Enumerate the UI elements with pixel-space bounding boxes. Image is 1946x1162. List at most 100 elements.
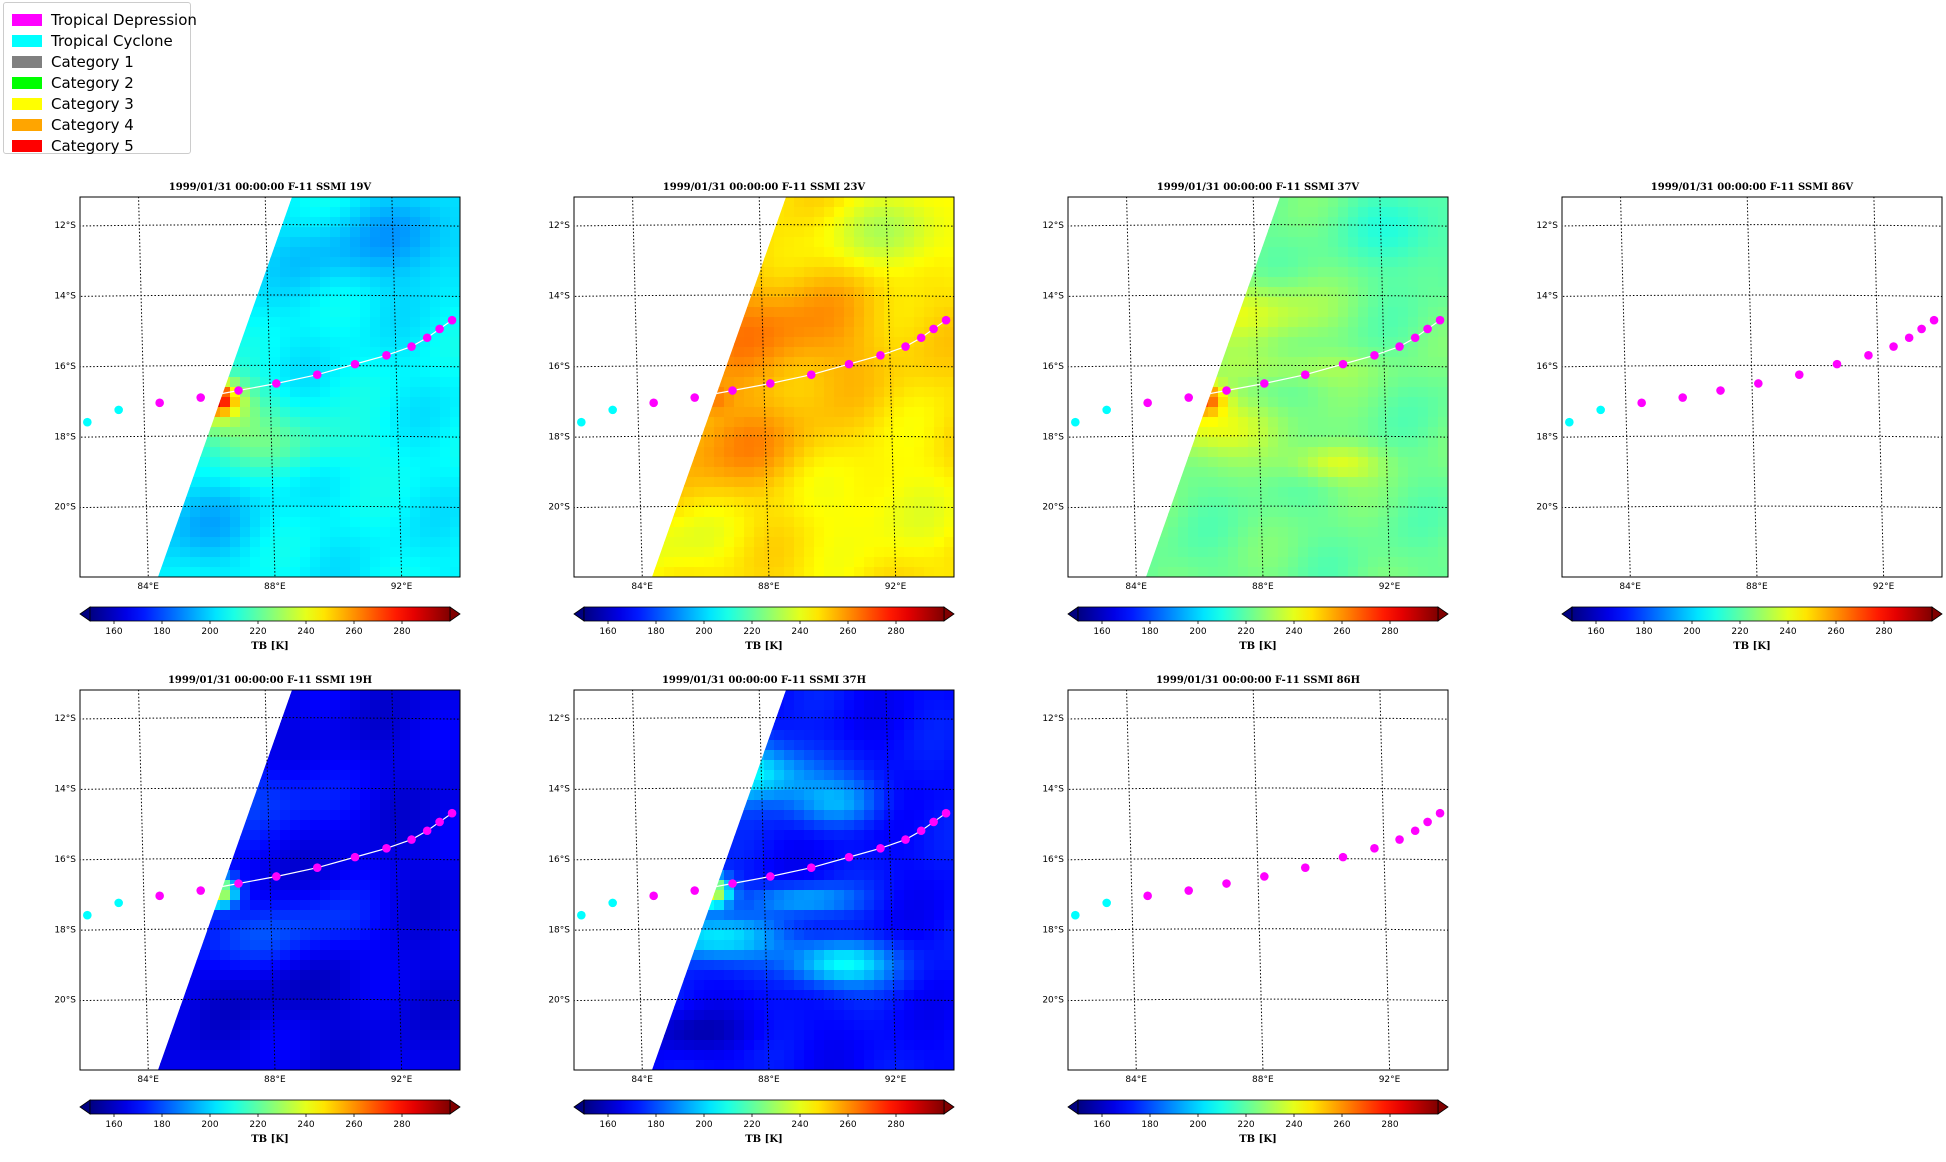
- lat-tick-label: 20°S: [54, 996, 76, 1006]
- track-point: [1143, 398, 1152, 408]
- panel-19v: 1999/01/31 00:00:00 F-11 SSMI 19V 12°S 14°…: [54, 182, 461, 652]
- track-point: [1102, 405, 1111, 415]
- track-point: [728, 386, 737, 395]
- lat-tick-label: 18°S: [1536, 432, 1558, 442]
- meridian-line: [1252, 690, 1264, 1070]
- graticule: [1068, 690, 1448, 1070]
- track-point: [690, 886, 699, 895]
- colorbar-label: TB [K]: [251, 641, 289, 652]
- colorbar-tick-label: 160: [105, 627, 122, 637]
- lat-tick-label: 12°S: [548, 221, 570, 231]
- graticule: [1068, 197, 1448, 577]
- track-point: [407, 835, 416, 844]
- colorbar-tick-label: 240: [297, 1120, 314, 1130]
- colorbar-label: TB [K]: [1239, 641, 1277, 652]
- meridian-line: [391, 197, 403, 577]
- panel-23v: 1999/01/31 00:00:00 F-11 SSMI 23V 12°S 14°…: [548, 182, 955, 652]
- colorbar-tick-label: 200: [1189, 627, 1206, 637]
- map-area: [1067, 196, 1449, 578]
- storm-track-line: [200, 319, 453, 399]
- colorbar-under-arrow: [573, 1099, 585, 1115]
- lat-tick-label: 14°S: [54, 785, 76, 795]
- colorbar-tick-label: 220: [1237, 627, 1254, 637]
- track-point: [1143, 891, 1152, 901]
- track-point: [1565, 417, 1574, 427]
- track-point: [272, 379, 281, 388]
- parallel-line: [80, 717, 460, 720]
- track-point: [234, 879, 243, 888]
- colorbar-tick-label: 280: [1381, 1120, 1398, 1130]
- legend-item: Category 4: [12, 115, 134, 135]
- track-point: [1184, 886, 1193, 895]
- track-point: [1423, 817, 1432, 827]
- track-point: [806, 863, 816, 872]
- map-frame: [1067, 196, 1449, 578]
- map-frame: [79, 689, 461, 1071]
- lon-tick-label: 88°E: [1252, 582, 1274, 592]
- colorbar-over-arrow: [1437, 606, 1449, 622]
- colorbar-tick-label: 280: [393, 627, 410, 637]
- colorbar-tick-label: 160: [1093, 1120, 1110, 1130]
- colorbar-tick-label: 240: [1285, 1120, 1302, 1130]
- map-frame: [573, 689, 955, 1071]
- colorbar-tick-label: 280: [887, 627, 904, 637]
- lat-tick-label: 12°S: [1042, 221, 1064, 231]
- lat-tick-label: 14°S: [1042, 785, 1064, 795]
- legend-swatch: [12, 14, 42, 26]
- parallel-line: [1068, 224, 1448, 227]
- track-point: [649, 398, 658, 408]
- brightness-temp-field: [158, 690, 460, 1070]
- colorbar-label: TB [K]: [745, 641, 783, 652]
- track-point: [1338, 852, 1348, 862]
- colorbar-tick-label: 180: [1141, 1120, 1158, 1130]
- legend-swatch: [12, 98, 42, 110]
- track-point: [577, 417, 586, 427]
- meridian-line: [632, 690, 643, 1070]
- track-point: [608, 405, 617, 415]
- track-point: [1917, 324, 1926, 334]
- meridian-line: [632, 197, 643, 577]
- map-area: [573, 196, 955, 578]
- track-point: [1370, 351, 1379, 360]
- meridian-line: [1379, 197, 1391, 577]
- track-point: [690, 393, 699, 402]
- track-point: [312, 370, 322, 379]
- lon-tick-label: 92°E: [391, 582, 413, 592]
- colorbar-tick-label: 180: [153, 1120, 170, 1130]
- colorbar-tick-label: 220: [743, 627, 760, 637]
- panel-title: 1999/01/31 00:00:00 F-11 SSMI 37V: [1157, 182, 1360, 193]
- lat-tick-label: 18°S: [548, 925, 570, 935]
- parallel-line: [80, 224, 460, 227]
- legend-label: Tropical Depression: [51, 11, 197, 29]
- colorbar-tick-label: 240: [791, 627, 808, 637]
- graticule: [80, 690, 460, 1070]
- colorbar-tick-label: 220: [1731, 627, 1748, 637]
- brightness-temp-field: [652, 690, 954, 1070]
- track-point: [1102, 898, 1111, 908]
- colorbar-tick-label: 200: [695, 627, 712, 637]
- track-point: [1222, 879, 1231, 888]
- colorbar-tick-label: 160: [599, 1120, 616, 1130]
- graticule: [574, 197, 954, 577]
- track-point: [1794, 370, 1804, 379]
- track-point: [1678, 393, 1687, 402]
- track-point: [876, 844, 885, 853]
- legend-label: Category 4: [51, 116, 134, 134]
- legend-label: Category 3: [51, 95, 134, 113]
- colorbar-tick-label: 200: [201, 627, 218, 637]
- lon-tick-label: 88°E: [264, 1075, 286, 1085]
- legend-item: Category 2: [12, 73, 134, 93]
- legend-item: Tropical Cyclone: [12, 31, 173, 51]
- meridian-line: [1620, 197, 1631, 577]
- colorbar-gradient: [1571, 606, 1933, 622]
- lat-tick-label: 12°S: [1536, 221, 1558, 231]
- track-point: [155, 891, 164, 901]
- parallel-line: [1562, 435, 1942, 438]
- lon-tick-label: 92°E: [885, 1075, 907, 1085]
- colorbar-tick-label: 200: [695, 1120, 712, 1130]
- lon-tick-label: 88°E: [264, 582, 286, 592]
- track-point: [1435, 808, 1445, 818]
- track-point: [1423, 324, 1432, 334]
- track-point: [1410, 333, 1420, 343]
- track-point: [1071, 417, 1080, 427]
